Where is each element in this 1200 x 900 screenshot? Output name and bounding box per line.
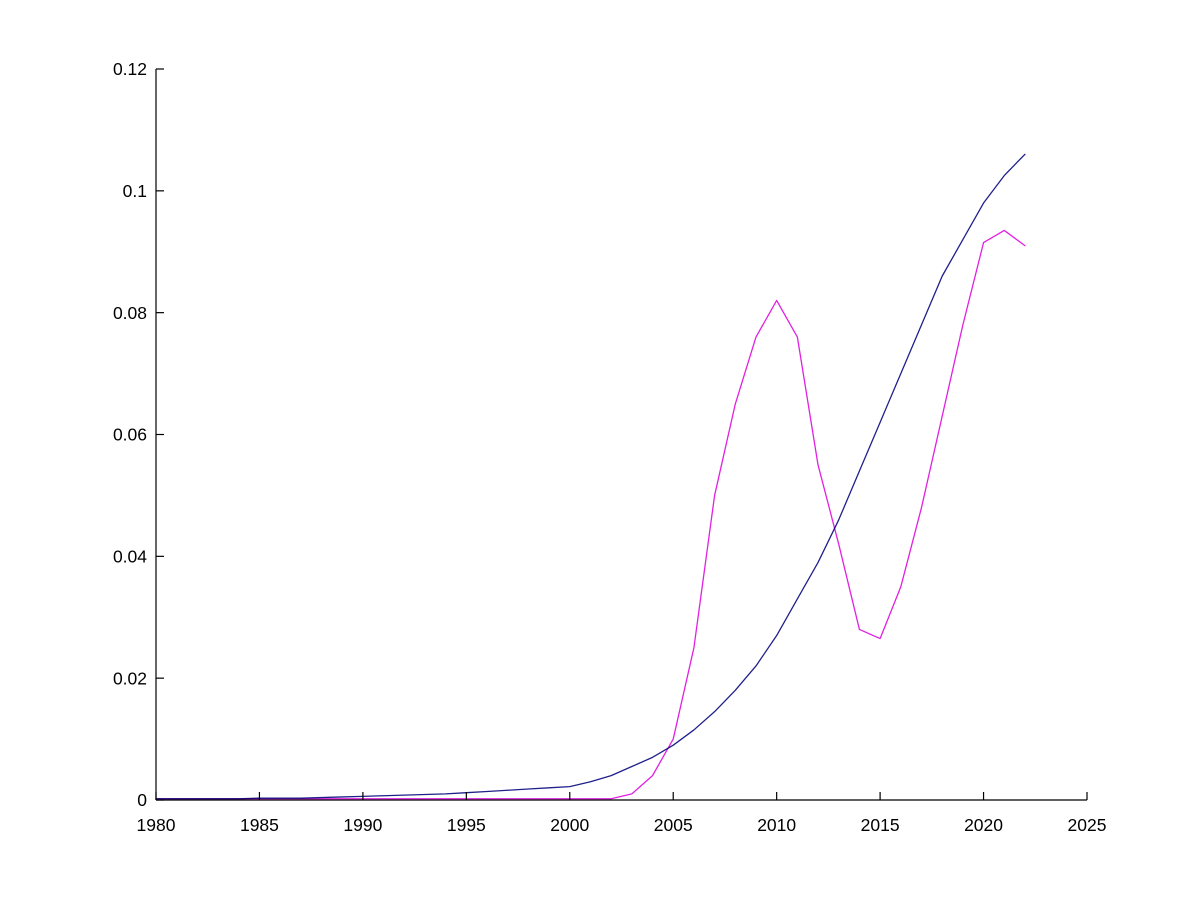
data-series [155, 153, 1026, 800]
y-axis-tick-label: 0.04 [113, 546, 147, 566]
y-axis-tick-label: 0.12 [113, 59, 147, 79]
x-axis-tick-label: 1995 [447, 815, 486, 835]
x-axis-tick-label: 1985 [240, 815, 279, 835]
magenta-curve-line [155, 229, 1026, 800]
x-axis-tick-label: 2020 [964, 815, 1003, 835]
x-axis-tick-label: 1980 [137, 815, 176, 835]
x-axis-tick-label: 2025 [1068, 815, 1107, 835]
x-axis-tick-label: 2005 [654, 815, 693, 835]
x-axis-tick-label: 2000 [550, 815, 589, 835]
smooth-dark-blue-curve-line [155, 153, 1026, 800]
x-axis-tick-label: 2010 [757, 815, 796, 835]
y-axis-tick-label: 0.1 [123, 181, 147, 201]
axes [155, 69, 1087, 801]
y-axis-tick-label: 0.06 [113, 425, 147, 445]
y-axis-tick-label: 0.02 [113, 668, 147, 688]
tick-marks [155, 68, 1088, 801]
x-axis-tick-label: 1990 [343, 815, 382, 835]
y-axis-tick-label: 0.08 [113, 303, 147, 323]
x-axis-tick-label: 2015 [861, 815, 900, 835]
y-axis-tick-label: 0 [137, 790, 147, 810]
tick-labels: 1980 1985 1990 1995 2000 2005 2010 2015 2020 2025… [113, 59, 1107, 835]
